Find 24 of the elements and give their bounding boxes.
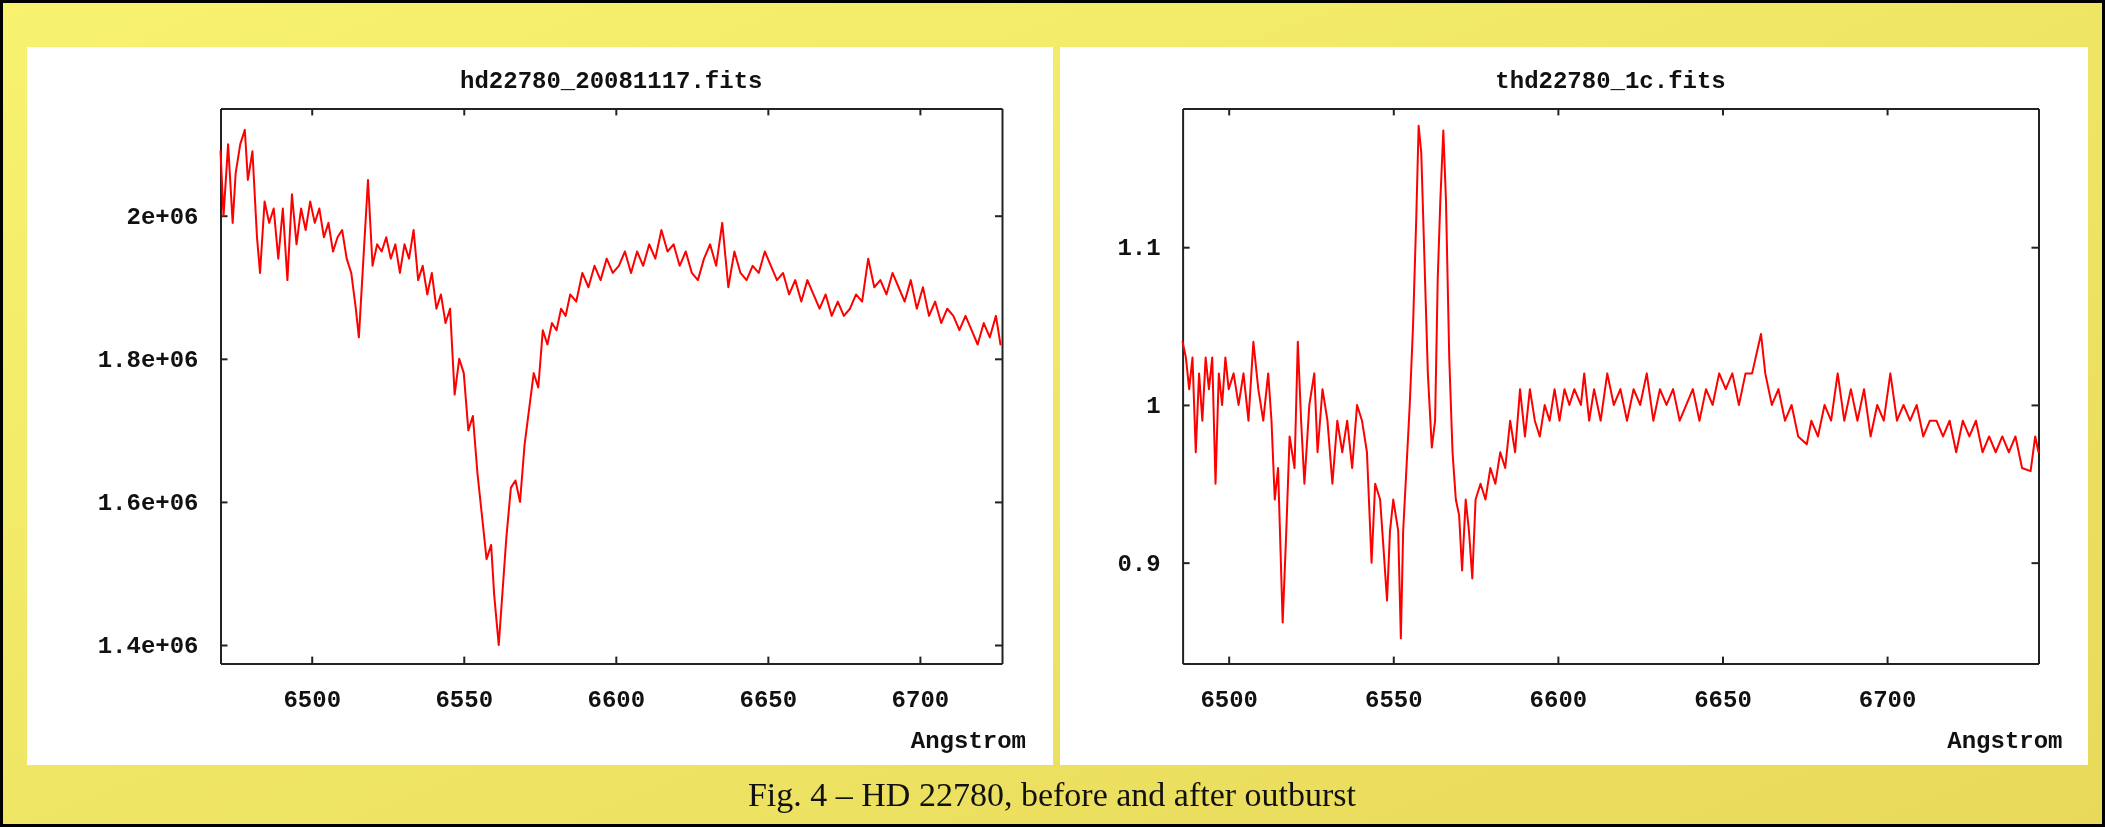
caption: Fig. 4 – HD 22780, before and after outburst	[747, 776, 1357, 813]
chart-title: thd22780_1c.fits	[1495, 68, 1726, 95]
x-tick-label: 6700	[891, 686, 950, 714]
y-tick-label: 0.9	[1117, 550, 1161, 578]
x-tick-label: 6550	[435, 686, 494, 714]
y-tick-label: 1	[1146, 393, 1161, 421]
x-tick-label: 6650	[1694, 686, 1752, 714]
x-tick-label: 6700	[1858, 686, 1917, 714]
y-tick-label: 2e+06	[126, 203, 199, 231]
x-tick-label: 6550	[1364, 686, 1423, 714]
x-tick-label: 6650	[739, 686, 798, 714]
x-tick-label: 6500	[283, 686, 342, 714]
x-tick-label: 6600	[587, 686, 646, 714]
line-series	[219, 128, 1002, 646]
y-tick-label: 1.6e+06	[97, 490, 199, 518]
x-tick-label: 6600	[1529, 686, 1588, 714]
line-series	[1181, 124, 2040, 640]
x-tick-label: 6500	[1200, 686, 1258, 714]
y-tick-label: 1.8e+06	[97, 346, 199, 374]
x-axis-title: Angstrom	[910, 728, 1026, 755]
y-tick-label: 1.4e+06	[97, 633, 199, 661]
y-tick-label: 1.1	[1117, 235, 1161, 263]
chart-title: hd22780_20081117.fits	[460, 68, 763, 95]
x-axis-title: Angstrom	[1947, 728, 2063, 755]
